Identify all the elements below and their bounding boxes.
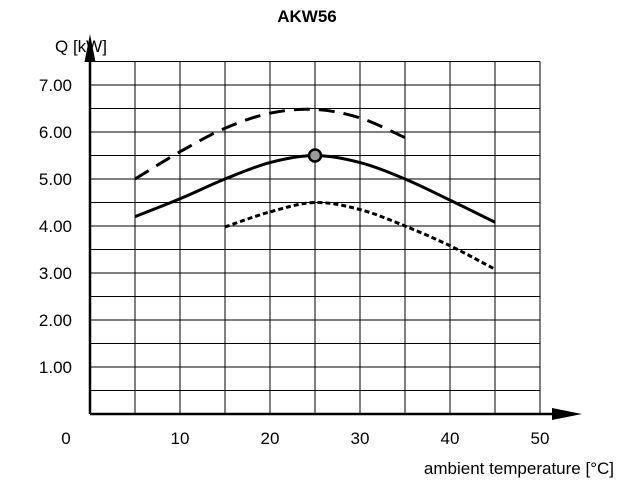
x-tick-label: 10: [171, 429, 190, 448]
x-tick-label: 0: [61, 429, 70, 448]
x-tick-label: 40: [441, 429, 460, 448]
y-tick-label: 2.00: [39, 311, 72, 330]
series-line-dotted: [224, 200, 496, 271]
y-axis-arrow: [84, 34, 96, 62]
y-tick-label: 7.00: [39, 76, 72, 95]
axes: [84, 34, 582, 420]
y-tick-label: 3.00: [39, 264, 72, 283]
x-axis-label: ambient temperature [°C]: [424, 459, 614, 478]
y-tick-label: 4.00: [39, 217, 72, 236]
chart-title: AKW56: [277, 7, 337, 26]
x-axis-arrow: [552, 408, 582, 420]
series-line-dashed: [134, 107, 406, 181]
y-axis-label: Q [kW]: [55, 37, 107, 56]
y-tick-label: 5.00: [39, 170, 72, 189]
x-tick-label: 50: [531, 429, 550, 448]
x-tick-label: 30: [351, 429, 370, 448]
grid: [90, 61, 541, 414]
series-layer: [134, 107, 496, 271]
y-tick-label: 1.00: [39, 358, 72, 377]
x-tick-label: 20: [261, 429, 280, 448]
highlight-point: [307, 148, 323, 163]
tick-labels: 0 10 20 30 40 50 1.00 2.00 3.00 4.00 5.00 6.00 7.00: [39, 76, 550, 448]
y-tick-label: 6.00: [39, 123, 72, 142]
